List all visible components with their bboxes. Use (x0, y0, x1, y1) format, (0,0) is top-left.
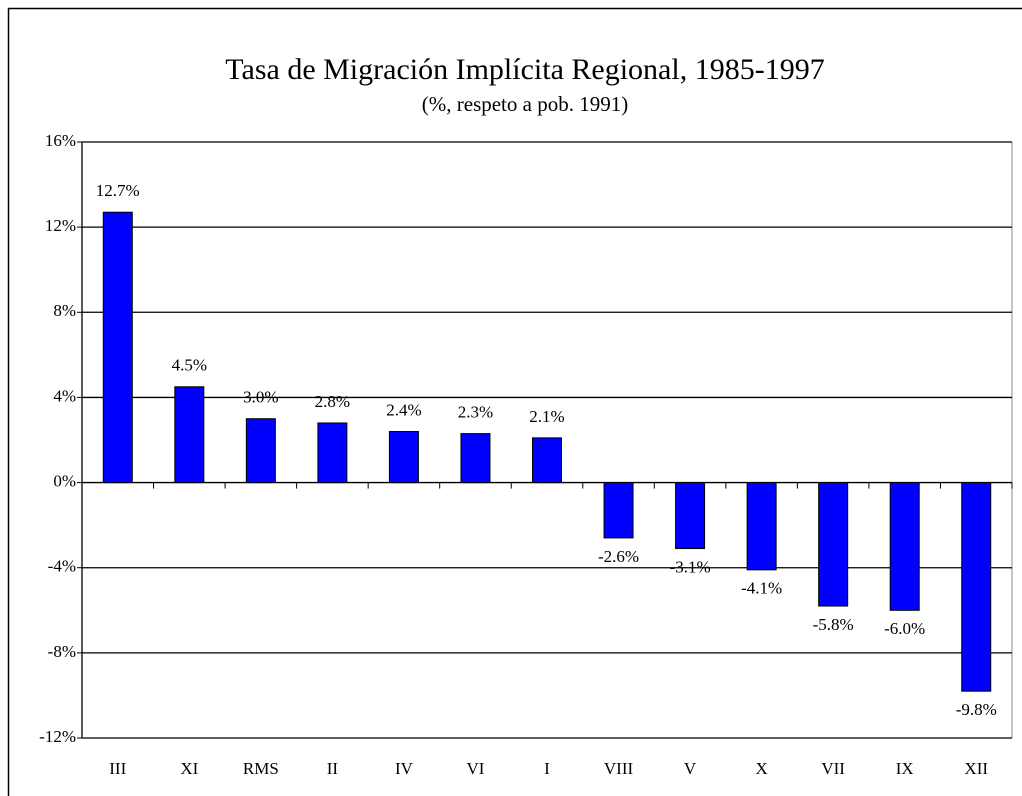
bar (889, 482, 920, 611)
value-label: -2.6% (598, 547, 639, 566)
x-tick-label: V (684, 759, 697, 778)
bar (961, 482, 992, 692)
y-tick-label: -12% (39, 727, 76, 746)
x-tick-label: I (544, 759, 550, 778)
y-tick-label: 16% (45, 131, 76, 150)
x-tick-label: RMS (243, 759, 279, 778)
bar (102, 211, 133, 484)
y-tick-label: -4% (48, 557, 76, 576)
x-tick-label: XI (180, 759, 198, 778)
x-tick-label: VII (821, 759, 845, 778)
bar (746, 482, 777, 571)
x-tick-label: IV (395, 759, 414, 778)
x-tick-label: III (109, 759, 126, 778)
bar (388, 430, 419, 484)
y-tick-label: 0% (53, 471, 76, 490)
y-tick-label: 12% (45, 216, 76, 235)
value-label: 2.1% (529, 407, 564, 426)
y-tick-label: 4% (53, 386, 76, 405)
bar (174, 386, 205, 484)
value-label: 4.5% (172, 356, 207, 375)
value-label: -3.1% (670, 557, 711, 576)
x-tick-label: II (327, 759, 339, 778)
chart-border (7, 7, 1022, 796)
x-tick-label: VIII (604, 759, 634, 778)
x-tick-label: VI (466, 759, 484, 778)
bar (675, 482, 706, 550)
value-label: 2.3% (458, 403, 493, 422)
x-tick-label: X (755, 759, 767, 778)
x-tick-label: XII (964, 759, 988, 778)
chart-subtitle: (%, respeto a pob. 1991) (422, 92, 628, 116)
y-tick-label: -8% (48, 642, 76, 661)
bar (245, 418, 276, 484)
bar (603, 482, 634, 539)
value-label: -4.1% (741, 579, 782, 598)
value-label: 2.8% (315, 392, 350, 411)
y-tick-label: 8% (53, 301, 76, 320)
value-label: -5.8% (813, 615, 854, 634)
bar (460, 433, 491, 484)
bar (532, 437, 562, 484)
value-label: 12.7% (96, 181, 140, 200)
value-label: -9.8% (956, 700, 997, 719)
bar (317, 422, 348, 484)
chart-title: Tasa de Migración Implícita Regional, 19… (225, 53, 824, 86)
value-label: 2.4% (386, 400, 421, 419)
value-label: -6.0% (884, 619, 925, 638)
value-label: 3.0% (243, 388, 278, 407)
x-tick-label: IX (896, 759, 914, 778)
bar (818, 482, 849, 607)
